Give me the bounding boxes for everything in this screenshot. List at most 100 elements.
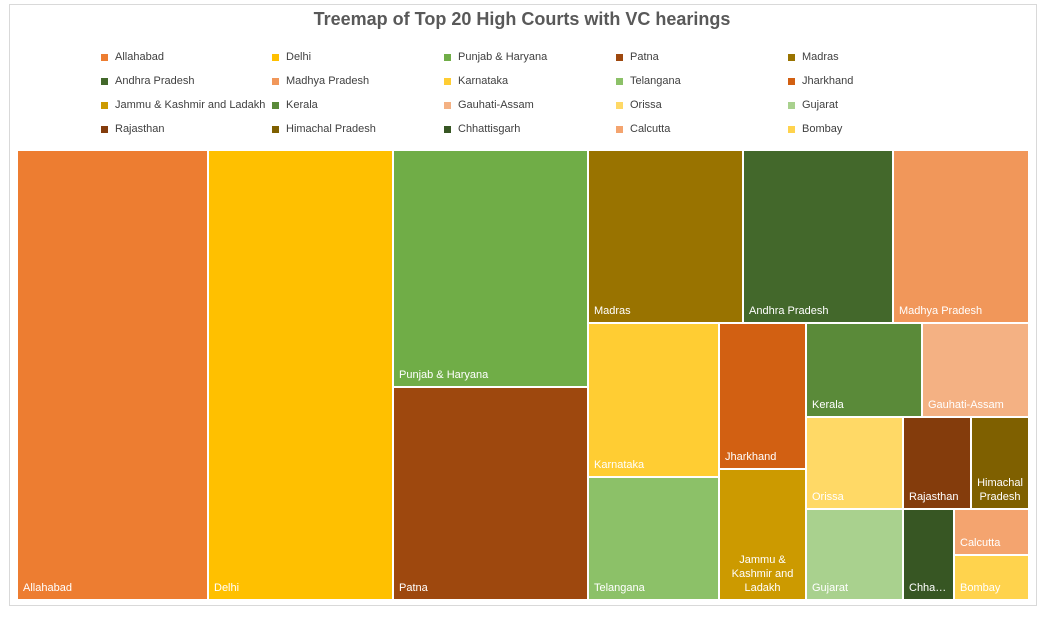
tile-label: Jharkhand xyxy=(725,451,777,463)
chart-legend: Allahabad Delhi Punjab & Haryana Patna Madra… xyxy=(0,0,1047,140)
tile-label: Bombay xyxy=(960,582,1001,594)
tile-label: Madras xyxy=(594,305,631,317)
legend-item: Delhi xyxy=(272,49,311,65)
legend-item: Chhattisgarh xyxy=(444,121,520,137)
legend-swatch xyxy=(272,125,279,133)
legend-item: Orissa xyxy=(616,97,662,113)
treemap-tile: Madhya Pradesh xyxy=(893,150,1029,323)
legend-label: Himachal Pradesh xyxy=(286,123,376,135)
legend-swatch xyxy=(272,53,279,61)
legend-item: Calcutta xyxy=(616,121,670,137)
treemap-tile: Jharkhand xyxy=(719,323,806,469)
treemap-tile: Gujarat xyxy=(806,509,903,600)
treemap-tile: Kerala xyxy=(806,323,922,417)
treemap-tile: Chha… xyxy=(903,509,954,600)
legend-item: Gujarat xyxy=(788,97,838,113)
legend-item: Himachal Pradesh xyxy=(272,121,376,137)
legend-swatch xyxy=(788,53,795,61)
tile-label: Gauhati-Assam xyxy=(928,399,1004,411)
legend-label: Gauhati-Assam xyxy=(458,99,534,111)
legend-swatch xyxy=(444,125,451,133)
treemap-tile: Madras xyxy=(588,150,743,323)
tile-label: Madhya Pradesh xyxy=(899,305,983,317)
legend-item: Allahabad xyxy=(101,49,164,65)
tile-label: Patna xyxy=(399,582,428,594)
legend-item: Kerala xyxy=(272,97,318,113)
treemap-tile: Punjab & Haryana xyxy=(393,150,588,387)
tile-label: Punjab & Haryana xyxy=(399,369,489,381)
legend-label: Delhi xyxy=(286,51,312,63)
treemap-tile: Bombay xyxy=(954,555,1029,600)
legend-item: Jharkhand xyxy=(788,73,853,89)
legend-swatch xyxy=(616,53,623,61)
treemap-tile: Patna xyxy=(393,387,588,600)
legend-item: Karnataka xyxy=(444,73,508,89)
tile-label: Chha… xyxy=(909,582,947,594)
tile-label: Jammu & Kashmir and Ladakh xyxy=(731,554,794,594)
legend-label: Madras xyxy=(802,51,839,63)
legend-swatch xyxy=(788,77,795,85)
legend-label: Bombay xyxy=(802,123,843,135)
treemap-area: Allahabad Delhi Punjab & Haryana Patna Madra… xyxy=(17,150,1029,600)
legend-item: Rajasthan xyxy=(101,121,165,137)
treemap-tile: Himachal Pradesh xyxy=(971,417,1029,509)
legend-item: Bombay xyxy=(788,121,842,137)
tile-label: Calcutta xyxy=(960,537,1001,549)
legend-swatch xyxy=(101,101,108,109)
legend-label: Orissa xyxy=(630,99,662,111)
legend-swatch xyxy=(444,101,451,109)
treemap-tile: Jammu & Kashmir and Ladakh xyxy=(719,469,806,600)
legend-item: Jammu & Kashmir and Ladakh xyxy=(101,97,265,113)
treemap-tile: Andhra Pradesh xyxy=(743,150,893,323)
legend-swatch xyxy=(616,77,623,85)
treemap-tile: Rajasthan xyxy=(903,417,971,509)
legend-label: Andhra Pradesh xyxy=(115,75,195,87)
legend-item: Madhya Pradesh xyxy=(272,73,369,89)
tile-label: Himachal Pradesh xyxy=(977,477,1023,503)
tile-label: Orissa xyxy=(812,491,844,503)
legend-swatch xyxy=(616,125,623,133)
legend-label: Patna xyxy=(630,51,659,63)
legend-swatch xyxy=(444,77,451,85)
legend-label: Calcutta xyxy=(630,123,671,135)
legend-label: Karnataka xyxy=(458,75,509,87)
legend-label: Jammu & Kashmir and Ladakh xyxy=(115,99,266,111)
legend-label: Gujarat xyxy=(802,99,839,111)
legend-swatch xyxy=(616,101,623,109)
legend-label: Telangana xyxy=(630,75,681,87)
treemap-tile: Karnataka xyxy=(588,323,719,477)
legend-item: Madras xyxy=(788,49,839,65)
legend-label: Jharkhand xyxy=(802,75,854,87)
tile-label: Rajasthan xyxy=(909,491,959,503)
legend-swatch xyxy=(788,125,795,133)
legend-item: Telangana xyxy=(616,73,681,89)
tile-label: Allahabad xyxy=(23,582,72,594)
legend-item: Punjab & Haryana xyxy=(444,49,547,65)
legend-swatch xyxy=(272,77,279,85)
treemap-tile: Calcutta xyxy=(954,509,1029,555)
legend-item: Patna xyxy=(616,49,659,65)
legend-label: Rajasthan xyxy=(115,123,165,135)
legend-label: Punjab & Haryana xyxy=(458,51,548,63)
tile-label: Delhi xyxy=(214,582,240,594)
legend-item: Andhra Pradesh xyxy=(101,73,195,89)
legend-item: Gauhati-Assam xyxy=(444,97,534,113)
treemap-tile: Orissa xyxy=(806,417,903,509)
treemap-tile: Telangana xyxy=(588,477,719,600)
tile-label: Andhra Pradesh xyxy=(749,305,829,317)
tile-label: Gujarat xyxy=(812,582,849,594)
tile-label: Telangana xyxy=(594,582,645,594)
legend-swatch xyxy=(101,53,108,61)
legend-swatch xyxy=(101,125,108,133)
treemap-tile: Allahabad xyxy=(17,150,208,600)
legend-swatch xyxy=(788,101,795,109)
legend-swatch xyxy=(444,53,451,61)
tile-label: Karnataka xyxy=(594,459,645,471)
chart-title: Treemap of Top 20 High Courts with VC he… xyxy=(313,9,731,29)
legend-swatch xyxy=(272,101,279,109)
legend-swatch xyxy=(101,77,108,85)
legend-label: Kerala xyxy=(286,99,318,111)
tile-label: Kerala xyxy=(812,399,844,411)
legend-label: Chhattisgarh xyxy=(458,123,521,135)
treemap-tile: Delhi xyxy=(208,150,393,600)
